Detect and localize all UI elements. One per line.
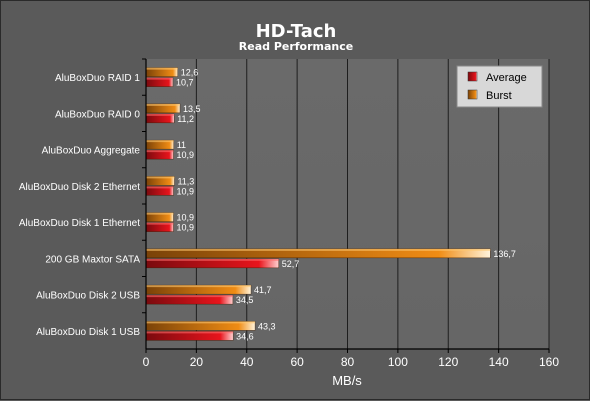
bar-average-highlight bbox=[146, 295, 233, 298]
legend-swatch-burst bbox=[467, 89, 478, 100]
category-label: 200 GB Maxtor SATA bbox=[45, 254, 140, 265]
category-labels: AluBoxDuo RAID 1 AluBoxDuo RAID 0 AluBoxDu… bbox=[19, 73, 141, 338]
bar-average-highlight bbox=[146, 150, 174, 153]
gridlines bbox=[142, 58, 550, 353]
category-label: AluBoxDuo Disk 1 Ethernet bbox=[19, 218, 140, 229]
bar-average-highlight bbox=[146, 113, 175, 116]
bar-average-highlight bbox=[146, 331, 234, 334]
value-label-burst: 43,3 bbox=[258, 321, 276, 331]
legend-label-burst: Burst bbox=[486, 90, 512, 102]
bar-average-highlight bbox=[146, 77, 173, 80]
x-tick-label: 40 bbox=[240, 355, 254, 369]
value-label-burst: 136,7 bbox=[493, 249, 516, 259]
x-tick-label: 100 bbox=[388, 355, 408, 369]
chart-title: HD-Tach bbox=[256, 21, 337, 42]
bar-burst-highlight bbox=[146, 321, 256, 324]
bar-burst-highlight bbox=[146, 248, 491, 251]
chart-subtitle: Read Performance bbox=[239, 40, 353, 53]
value-label-burst: 10,9 bbox=[176, 213, 194, 223]
bar-burst-highlight bbox=[146, 285, 252, 288]
value-label-average: 34,5 bbox=[236, 295, 254, 305]
legend: Average Burst bbox=[456, 65, 543, 108]
bar-average-highlight bbox=[146, 222, 174, 225]
value-label-burst: 41,7 bbox=[254, 285, 272, 295]
value-label-burst: 11,3 bbox=[177, 176, 194, 186]
x-tick-label: 60 bbox=[290, 355, 304, 369]
bar-average-highlight bbox=[146, 258, 279, 261]
x-tick-labels: 0 20 40 60 80 100 120 140 160 bbox=[143, 355, 560, 369]
category-label: AluBoxDuo Disk 2 USB bbox=[36, 291, 140, 302]
legend-box bbox=[456, 65, 543, 108]
value-label-average: 10,7 bbox=[176, 78, 194, 88]
bar-burst-highlight bbox=[146, 103, 181, 106]
x-tick-label: 80 bbox=[341, 355, 355, 369]
x-tick-label: 120 bbox=[438, 355, 458, 369]
bar-burst-highlight bbox=[146, 176, 175, 179]
value-label-burst: 13,5 bbox=[183, 104, 201, 114]
category-label: AluBoxDuo Disk 1 USB bbox=[36, 327, 140, 338]
category-label: AluBoxDuo RAID 1 bbox=[55, 73, 140, 84]
legend-swatch-average bbox=[467, 71, 478, 82]
bar-burst-highlight bbox=[146, 212, 174, 215]
category-label: AluBoxDuo Disk 2 Ethernet bbox=[19, 182, 140, 193]
x-tick-label: 140 bbox=[489, 355, 509, 369]
x-tick-label: 0 bbox=[143, 355, 150, 369]
value-label-average: 52,7 bbox=[282, 259, 300, 269]
x-axis-label: MB/s bbox=[332, 373, 362, 388]
bar-burst-highlight bbox=[146, 67, 178, 70]
value-label-average: 11,2 bbox=[177, 114, 194, 124]
x-tick-label: 20 bbox=[190, 355, 204, 369]
x-tick-label: 160 bbox=[539, 355, 559, 369]
value-label-burst: 11 bbox=[177, 140, 186, 150]
bar-burst-highlight bbox=[146, 140, 174, 143]
value-label-burst: 12,6 bbox=[181, 68, 199, 78]
legend-label-average: Average bbox=[486, 72, 527, 84]
value-label-average: 10,9 bbox=[176, 223, 194, 233]
category-label: AluBoxDuo RAID 0 bbox=[55, 109, 140, 120]
bars-layer bbox=[145, 67, 491, 341]
value-label-average: 10,9 bbox=[176, 186, 194, 196]
value-label-average: 10,9 bbox=[176, 150, 194, 160]
bar-average-highlight bbox=[146, 186, 174, 189]
value-label-average: 34,6 bbox=[236, 331, 254, 341]
value-labels: 12,610,713,511,21110,911,310,910,910,913… bbox=[176, 68, 516, 342]
category-label: AluBoxDuo Aggregate bbox=[42, 146, 141, 157]
